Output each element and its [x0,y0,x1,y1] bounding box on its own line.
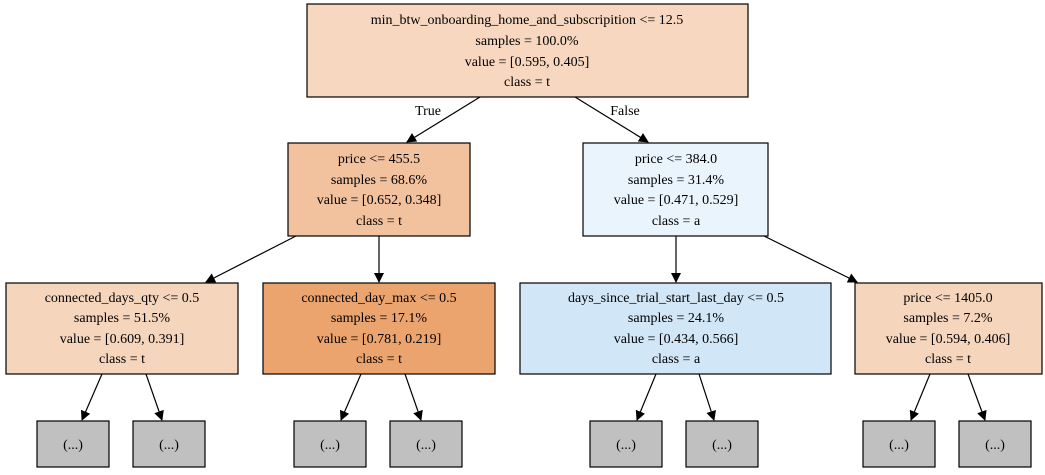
node-value: value = [0.471, 0.529] [614,193,739,208]
tree-node-lr: connected_day_max <= 0.5 samples = 17.1%… [262,282,496,375]
node-value: value = [0.609, 0.391] [60,332,185,347]
elided-node: (...) [36,420,110,468]
elided-label: (...) [320,438,340,453]
edge-right-rr [763,235,858,283]
node-split: price <= 1405.0 [903,291,992,306]
node-value: value = [0.781, 0.219] [317,332,442,347]
node-samples: samples = 31.4% [628,173,724,188]
node-box [854,282,1043,375]
edge-lr-elided-1 [340,373,362,421]
edge-root-right [574,96,649,143]
node-samples: samples = 7.2% [903,311,992,326]
elided-node: (...) [589,420,663,468]
edge-label-true: True [415,104,441,119]
elided-node: (...) [958,420,1032,468]
edge-lr-elided-2 [404,373,423,421]
tree-edges [81,96,987,421]
elided-box [685,420,759,468]
edge-rr-elided-2 [967,373,987,421]
edge-rl-elided-1 [635,373,657,421]
edge-ll-elided-2 [145,373,164,421]
node-split: connected_days_qty <= 0.5 [45,291,200,306]
node-split: connected_day_max <= 0.5 [301,291,456,306]
node-class: class = t [504,75,550,90]
tree-node-left: price <= 455.5 samples = 68.6% value = [… [287,142,471,237]
tree-node-rr: price <= 1405.0 samples = 7.2% value = [… [854,282,1043,375]
elided-node: (...) [293,420,367,468]
node-class: class = a [652,352,701,367]
node-samples: samples = 51.5% [74,311,170,326]
elided-node: (...) [389,420,463,468]
elided-box [36,420,110,468]
elided-label: (...) [985,438,1005,453]
elided-label: (...) [712,438,732,453]
edge-rl-elided-2 [698,373,716,421]
edge-rr-elided-1 [909,373,931,421]
node-split: price <= 455.5 [338,152,420,167]
elided-label: (...) [63,438,83,453]
elided-label: (...) [416,438,436,453]
elided-box [958,420,1032,468]
node-value: value = [0.434, 0.566] [614,332,739,347]
elided-label: (...) [889,438,909,453]
node-samples: samples = 68.6% [331,173,427,188]
elided-box [589,420,663,468]
node-split: price <= 384.0 [635,152,717,167]
node-value: value = [0.652, 0.348] [317,193,442,208]
node-box [287,142,471,237]
elided-label: (...) [616,438,636,453]
elided-box [293,420,367,468]
node-samples: samples = 17.1% [331,311,427,326]
elided-box [862,420,936,468]
tree-node-root: min_btw_onboarding_home_and_subscripitio… [306,3,749,98]
node-class: class = a [652,214,701,229]
node-samples: samples = 24.1% [628,311,724,326]
node-value: value = [0.594, 0.406] [886,332,1011,347]
elided-node: (...) [862,420,936,468]
tree-node-ll: connected_days_qty <= 0.5 samples = 51.5… [5,282,239,375]
edge-left-ll [205,235,297,283]
elided-node: (...) [685,420,759,468]
node-box [262,282,496,375]
node-box [306,3,749,98]
node-class: class = t [99,352,145,367]
elided-node: (...) [132,420,206,468]
node-samples: samples = 100.0% [475,34,578,49]
node-split: min_btw_onboarding_home_and_subscripitio… [371,13,683,28]
node-value: value = [0.595, 0.405] [465,55,590,70]
node-class: class = t [356,352,402,367]
node-box [582,142,769,237]
node-class: class = t [925,352,971,367]
edge-label-false: False [610,104,640,119]
tree-node-right: price <= 384.0 samples = 31.4% value = [… [582,142,769,237]
node-box [519,282,832,375]
elided-label: (...) [159,438,179,453]
node-box [5,282,239,375]
node-class: class = t [356,214,402,229]
elided-box [389,420,463,468]
node-split: days_since_trial_start_last_day <= 0.5 [568,291,784,306]
elided-box [132,420,206,468]
edge-root-left [406,96,481,143]
edge-ll-elided-1 [81,373,103,421]
tree-node-rl: days_since_trial_start_last_day <= 0.5 s… [519,282,832,375]
